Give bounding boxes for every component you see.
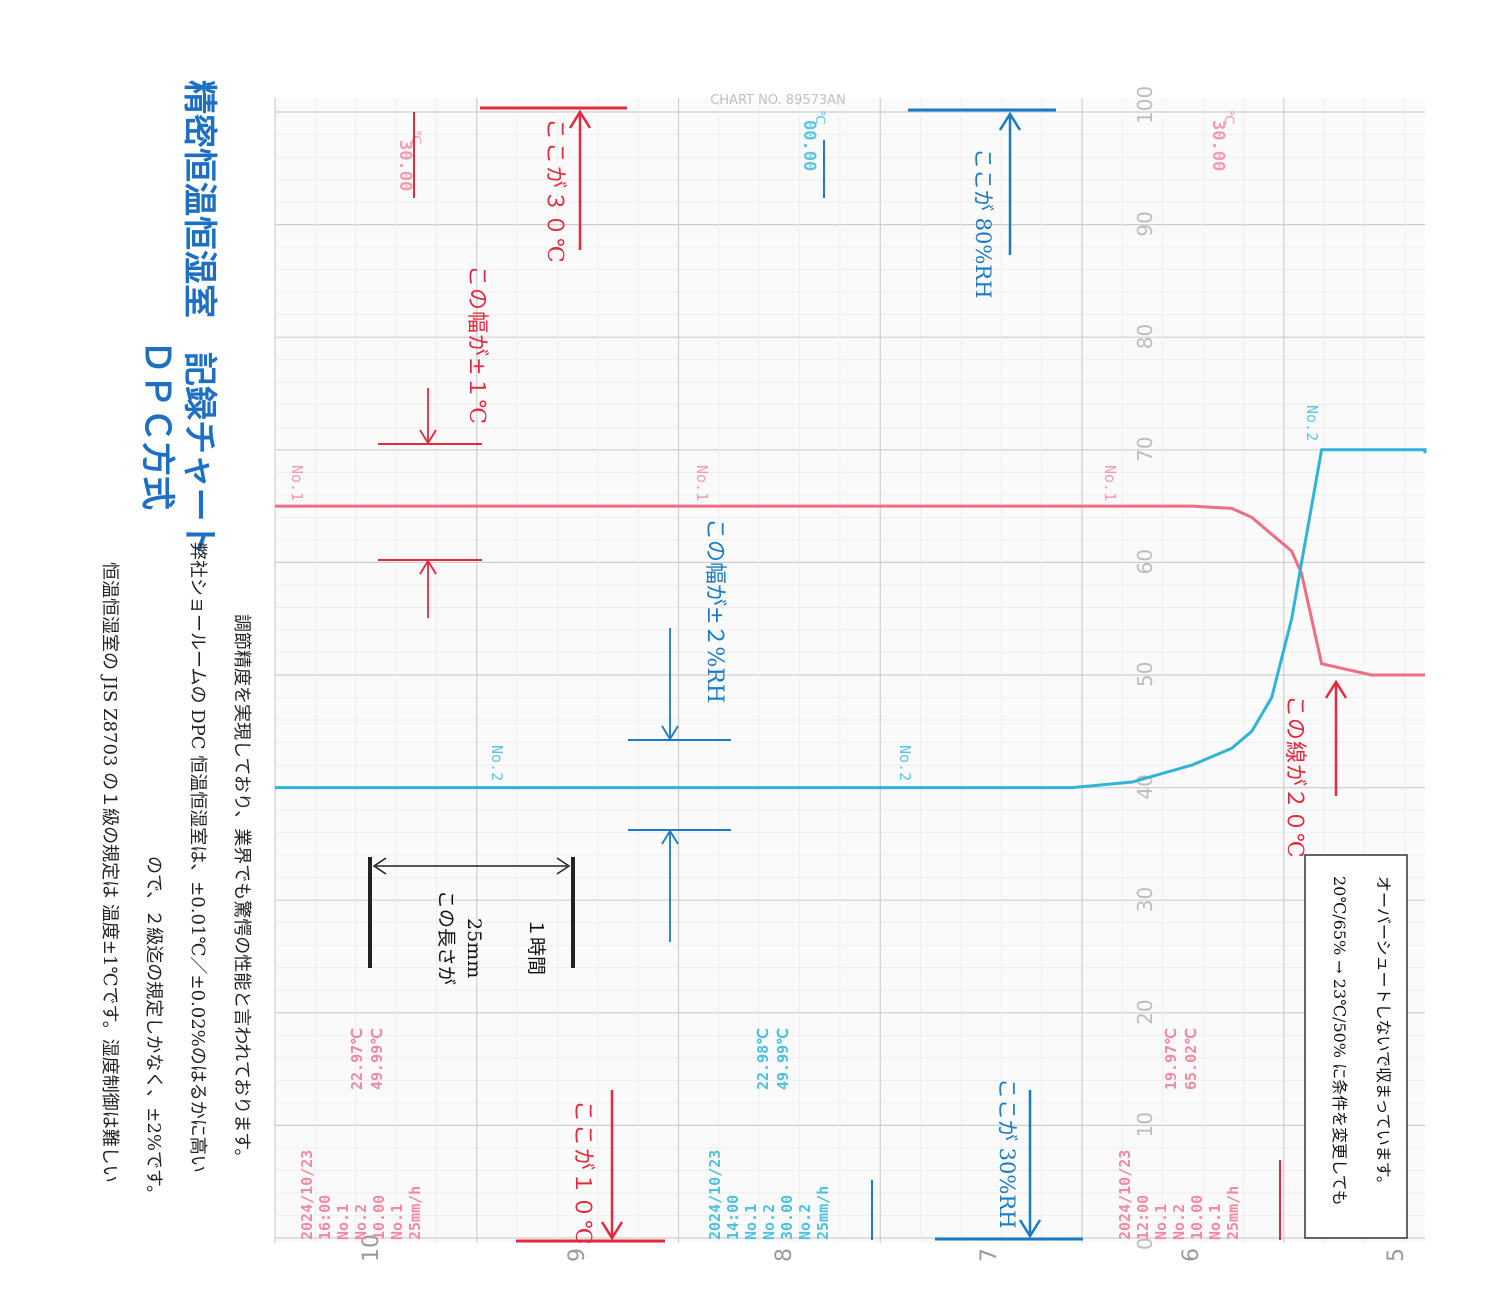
print-line: No.1 — [388, 1204, 406, 1240]
print-reading: 22.98℃ — [754, 1028, 772, 1090]
range-label-red-2: 30.00 ℃ — [1208, 110, 1236, 171]
channel-label-no2-b: No.2 — [896, 745, 914, 781]
print-line: 10.00 — [370, 1195, 388, 1240]
channel-label-no2-a: No.2 — [488, 745, 506, 781]
scale-label: 100 — [1133, 86, 1157, 124]
time-mark-label: 8 — [772, 1248, 797, 1262]
range-label-blue: 00.00 ℃ — [799, 110, 827, 171]
print-reading: 22.97℃ — [348, 1028, 366, 1090]
length-label-2: 25mm — [463, 918, 485, 978]
red-30-arrow-head — [568, 109, 592, 129]
print-line: No.2 — [796, 1204, 814, 1240]
intro-line-2: ので、２級迄の規定しかなく、±2%です。 — [143, 856, 164, 1203]
print-line: No.2 — [760, 1204, 778, 1240]
print-line: 25mm/h — [406, 1186, 424, 1240]
note-box — [1304, 854, 1408, 1239]
intro-line-1: 恒温恒湿室の JIS Z8703 の１級の規定は 温度±1℃です。湿度制御は難し… — [99, 562, 120, 1183]
svg-text:00.00: 00.00 — [799, 120, 819, 171]
note-line-2: オーバーシュートしないで収まっています。 — [1374, 876, 1393, 1192]
red-30-label: ここが３０℃ — [542, 118, 567, 265]
intro-line-3: 弊社ショールームの DPC 恒温恒湿室は、±0.01℃／±0.02%のはるかに高… — [187, 542, 208, 1173]
blue-30-label: ここが 30%RH — [995, 1078, 1019, 1228]
time-mark-label: 5 — [1384, 1248, 1409, 1262]
scale-label: 30 — [1133, 887, 1157, 912]
scale-label: 90 — [1133, 211, 1157, 236]
print-line: 30.00 — [778, 1195, 796, 1240]
print-reading: 65.02℃ — [1182, 1028, 1200, 1090]
print-line: 2024/10/23 — [706, 1150, 724, 1240]
svg-text:℃: ℃ — [408, 130, 423, 145]
scale-label: 10 — [1133, 1112, 1157, 1137]
time-marks: 10 9 8 7 6 5 — [359, 1234, 1409, 1262]
title-line-1: ＤＰＣ方式 — [137, 340, 177, 510]
print-line: No.1 — [742, 1204, 760, 1240]
title-line-2: 精密恒温恒湿室 記録チャート — [179, 80, 219, 556]
print-line: 14:00 — [724, 1195, 742, 1240]
print-line: 2024/10/23 — [298, 1150, 316, 1240]
series-no2-line — [275, 448, 1427, 790]
print-line: No.1 — [334, 1204, 352, 1240]
red-20-label: この線が２０℃ — [1282, 695, 1307, 859]
print-line: No.2 — [352, 1204, 370, 1240]
chart-number: CHART NO. 89573AN — [710, 93, 846, 108]
print-line: 25mm/h — [814, 1186, 832, 1240]
series-no1-line — [275, 504, 1425, 677]
intro-line-4: 調節精度を実現しており、業界でも驚愕の性能と言われております。 — [231, 614, 252, 1166]
channel-label-no1-c: No.1 — [1101, 465, 1119, 501]
print-blocks: 2024/10/23 16:00 No.1 No.2 10.00 No.1 25mm/h22… — [298, 1028, 1242, 1240]
print-line: No.1 — [1206, 1204, 1224, 1240]
scale-label: 80 — [1133, 324, 1157, 349]
svg-text:℃: ℃ — [1221, 110, 1236, 125]
svg-text:℃: ℃ — [812, 110, 827, 125]
print-line: No.2 — [1170, 1204, 1188, 1240]
print-reading: 49.99℃ — [774, 1028, 792, 1090]
range-label-red: 30.00 ℃ — [395, 130, 423, 191]
time-mark-label: 10 — [359, 1234, 384, 1262]
scale-label: 50 — [1133, 662, 1157, 687]
scale-label: 0 — [1133, 1237, 1157, 1250]
svg-text:30.00: 30.00 — [1208, 120, 1228, 171]
time-mark-label: 6 — [1179, 1248, 1204, 1262]
time-mark-label: 9 — [565, 1248, 590, 1262]
print-line: 16:00 — [316, 1195, 334, 1240]
print-line: 2024/10/23 — [1116, 1150, 1134, 1240]
blue-80-label: ここが 80%RH — [971, 148, 995, 298]
print-line: 25mm/h — [1224, 1186, 1242, 1240]
scale-label: 20 — [1133, 999, 1157, 1024]
channel-label-no1-b: No.1 — [693, 465, 711, 501]
print-reading: 19.97℃ — [1162, 1028, 1180, 1090]
print-reading: 49.99℃ — [368, 1028, 386, 1090]
print-line: 10.00 — [1188, 1195, 1206, 1240]
channel-label-no1-a: No.1 — [288, 465, 306, 501]
length-label-3: １時間 — [525, 918, 547, 975]
note-line-1: 20℃/65% → 23℃/50% に条件を変更しても — [1330, 876, 1349, 1206]
blue-width-label: この幅が±２%RH — [702, 518, 727, 703]
print-line: No.1 — [1152, 1204, 1170, 1240]
scale-label: 60 — [1133, 549, 1157, 574]
chart-paper — [275, 98, 1425, 1243]
print-line: 12:00 — [1134, 1195, 1152, 1240]
red-width-label: この幅が±１℃ — [464, 265, 489, 425]
grid — [274, 98, 1425, 1243]
channel-label-no2-c: No.2 — [1303, 405, 1321, 441]
time-mark-label: 7 — [977, 1248, 1002, 1262]
scale-label: 70 — [1133, 436, 1157, 461]
red-10-label: ここが１０℃ — [570, 1100, 595, 1247]
length-label-1: この長さが — [435, 890, 457, 985]
svg-text:30.00: 30.00 — [395, 140, 415, 191]
